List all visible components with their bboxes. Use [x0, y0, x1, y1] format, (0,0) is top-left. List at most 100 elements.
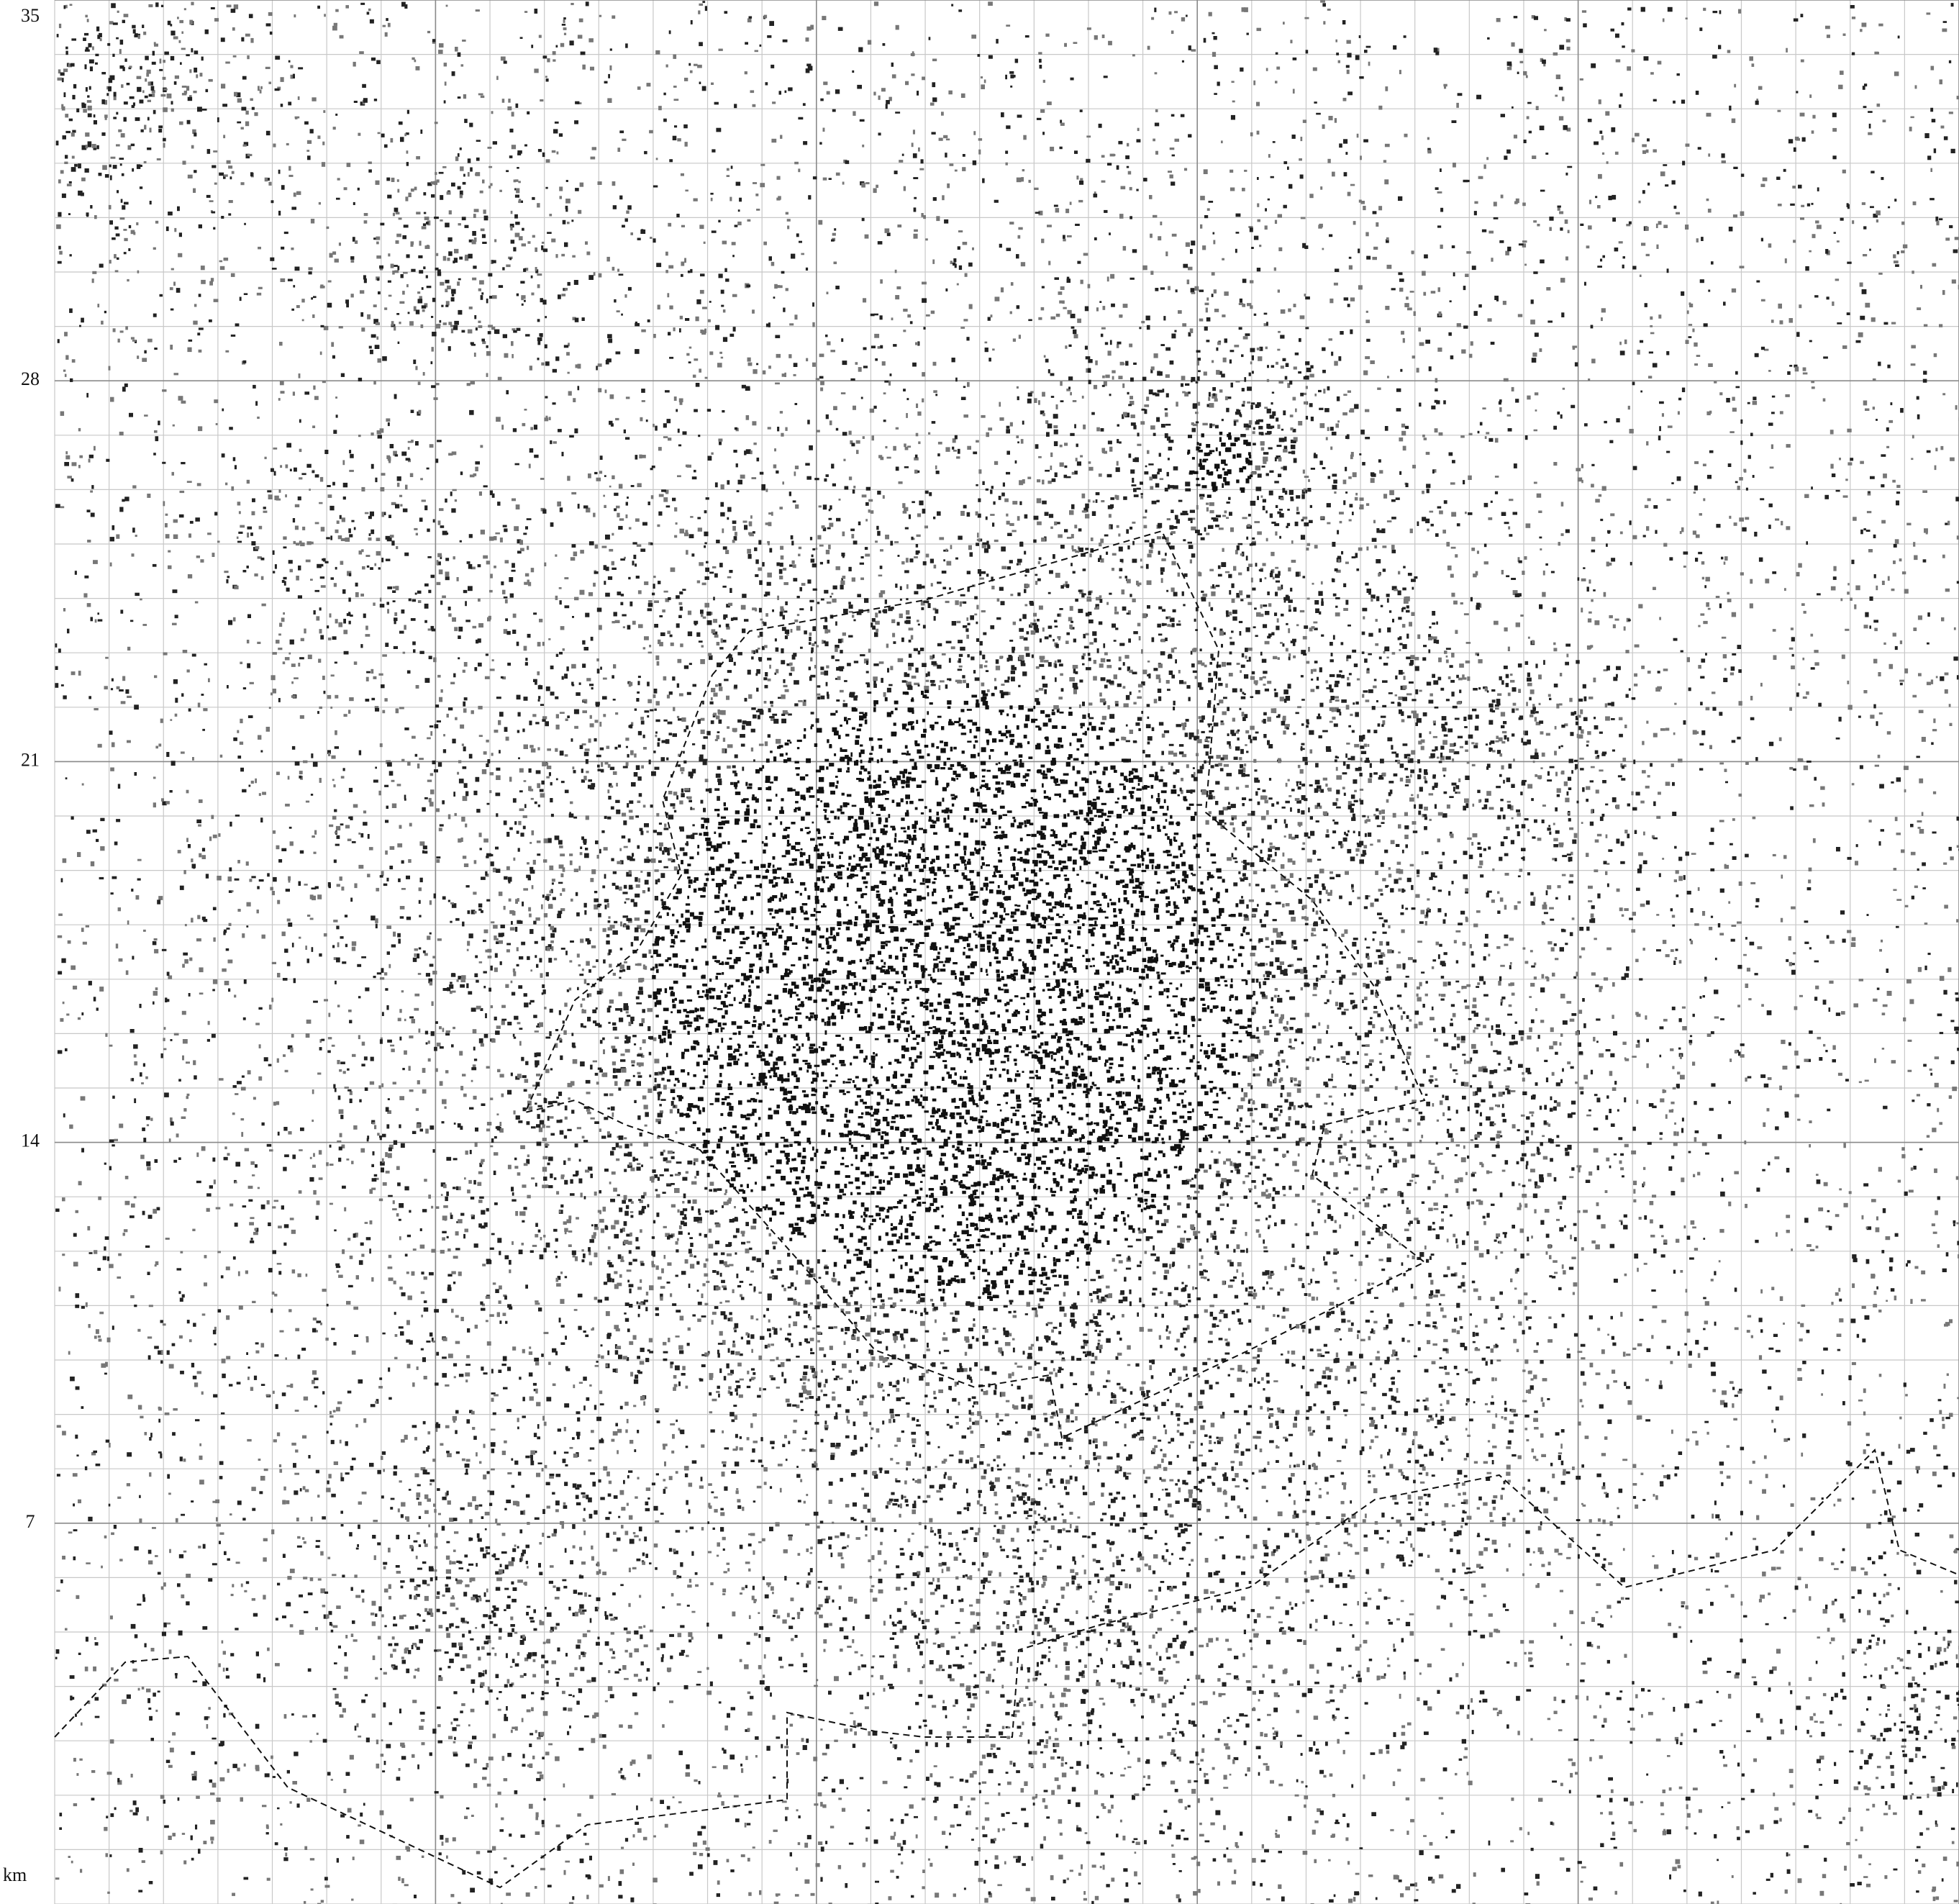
building: [1302, 469, 1305, 474]
building: [1365, 1513, 1367, 1518]
building: [1214, 425, 1219, 429]
building: [558, 294, 561, 299]
building: [581, 1259, 585, 1263]
building: [626, 1233, 632, 1237]
building: [1022, 479, 1025, 484]
building: [433, 181, 437, 186]
building: [655, 425, 658, 431]
building: [1153, 1048, 1158, 1054]
building: [1086, 1841, 1091, 1844]
building: [1278, 330, 1281, 333]
building: [537, 273, 542, 276]
building: [1103, 961, 1108, 964]
building: [865, 1055, 868, 1060]
building: [919, 828, 923, 830]
building: [1215, 447, 1218, 452]
building: [1165, 1647, 1168, 1653]
building: [478, 833, 482, 838]
building: [677, 764, 681, 767]
building: [452, 617, 456, 622]
building: [931, 661, 937, 666]
building: [806, 1174, 810, 1179]
building: [323, 110, 326, 113]
building: [1504, 735, 1507, 740]
building: [262, 792, 266, 795]
building: [668, 733, 672, 735]
building: [647, 1754, 652, 1759]
building: [904, 443, 906, 448]
building: [534, 1357, 540, 1362]
building: [1230, 187, 1235, 191]
building: [714, 482, 718, 488]
building: [1047, 866, 1053, 869]
building: [876, 846, 879, 849]
building: [938, 1534, 942, 1539]
building: [619, 1490, 624, 1495]
building: [1951, 1737, 1956, 1741]
building: [358, 1035, 360, 1040]
building: [642, 953, 647, 958]
building: [1753, 396, 1757, 401]
building: [675, 1336, 680, 1338]
building: [637, 1679, 642, 1682]
building: [1639, 864, 1642, 869]
building: [1952, 1789, 1955, 1793]
building: [992, 1328, 996, 1330]
building: [1568, 1790, 1571, 1794]
building: [1034, 1551, 1037, 1554]
building: [690, 516, 694, 518]
building: [834, 753, 837, 756]
building: [723, 1571, 727, 1574]
building: [1011, 1384, 1014, 1387]
building: [865, 958, 869, 962]
building: [318, 658, 322, 663]
built-area: [55, 0, 1959, 1904]
building: [1024, 646, 1030, 651]
building: [1496, 946, 1501, 949]
building: [613, 664, 617, 668]
building: [1455, 792, 1459, 794]
building: [1334, 1401, 1340, 1405]
building: [1227, 469, 1232, 474]
building: [812, 1071, 815, 1075]
building: [707, 1058, 710, 1061]
building: [878, 777, 882, 781]
building: [1540, 1487, 1545, 1492]
building: [734, 104, 737, 109]
building: [1749, 603, 1753, 609]
building: [1317, 676, 1319, 681]
building: [1053, 554, 1055, 559]
building: [88, 1324, 91, 1328]
building: [487, 1490, 490, 1492]
building: [581, 836, 584, 840]
building: [777, 1464, 783, 1466]
building: [149, 1715, 153, 1721]
building: [1166, 1174, 1170, 1179]
building: [1166, 995, 1169, 999]
building: [1533, 1374, 1537, 1379]
building: [1409, 1179, 1414, 1182]
building: [1032, 1035, 1037, 1039]
building: [1483, 1025, 1486, 1028]
building: [1268, 603, 1272, 607]
building: [496, 1577, 502, 1582]
building: [1057, 1785, 1061, 1790]
building: [1729, 515, 1732, 519]
building: [322, 380, 326, 384]
building: [542, 984, 545, 989]
building: [445, 1070, 449, 1074]
building: [653, 1686, 656, 1692]
building: [377, 1636, 381, 1640]
building: [382, 1182, 387, 1186]
building: [1194, 812, 1197, 816]
building: [820, 800, 822, 802]
building: [945, 640, 952, 644]
building: [560, 1520, 565, 1525]
building: [721, 1098, 727, 1101]
building: [1784, 1111, 1788, 1115]
building: [563, 17, 566, 20]
building: [1747, 1315, 1752, 1318]
building: [1239, 298, 1242, 303]
building: [113, 117, 117, 119]
building: [1873, 704, 1876, 709]
